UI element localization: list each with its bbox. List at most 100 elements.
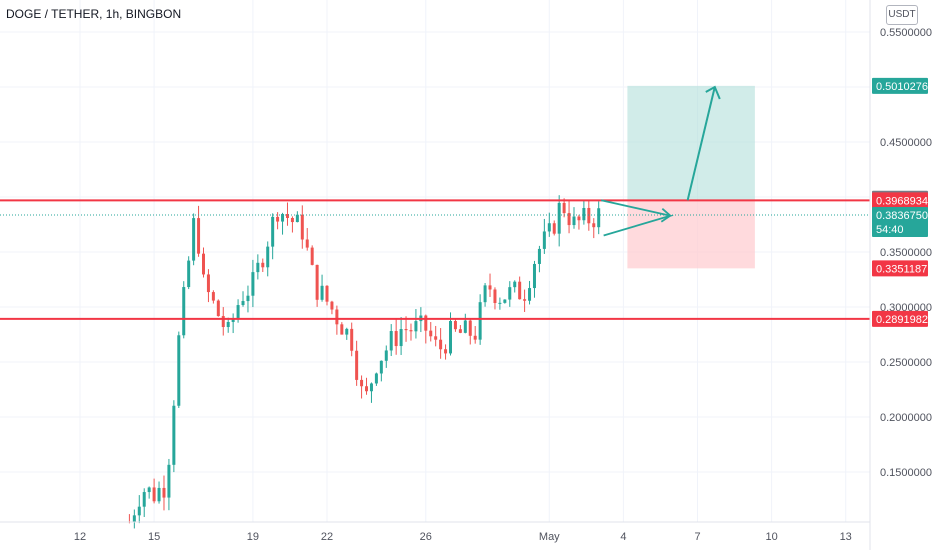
candle-body	[453, 321, 457, 330]
candle-body	[468, 320, 472, 336]
candle-body	[142, 492, 146, 507]
candle-body	[567, 213, 571, 226]
candle-body	[483, 285, 487, 303]
price-tag-label: 0.5010276	[876, 81, 928, 93]
candle-body	[177, 335, 181, 406]
candle-body	[365, 386, 369, 392]
x-tick-label: 13	[840, 531, 852, 543]
candle-body	[434, 336, 438, 340]
candle-body	[300, 214, 304, 240]
candle-body	[547, 223, 551, 232]
candle-body	[360, 379, 364, 387]
candle-body	[414, 321, 418, 332]
candle-body	[266, 246, 270, 268]
candle-body	[231, 319, 235, 322]
price-tag-label: 0.3836750	[876, 210, 928, 222]
candle-body	[528, 288, 532, 301]
candle-body	[281, 214, 285, 222]
x-tick-label: 12	[74, 531, 86, 543]
price-tag-label: 0.3351187	[876, 263, 927, 275]
candle-body	[192, 218, 196, 261]
candle-body	[330, 301, 334, 310]
candle-body	[444, 349, 448, 354]
y-tick-label: 0.2500000	[880, 357, 932, 369]
currency-button[interactable]: USDT	[886, 5, 918, 25]
candle-body	[167, 464, 171, 498]
candle-body	[513, 281, 517, 288]
candle-body	[498, 302, 502, 304]
candle-body	[152, 487, 156, 502]
price-tag-label: 0.3968934	[876, 195, 928, 207]
candle-body	[187, 260, 191, 288]
candle-body	[473, 335, 477, 340]
candle-body	[488, 285, 492, 290]
candle-body	[572, 216, 576, 226]
candle-body	[463, 320, 467, 333]
x-tick-label: 22	[321, 531, 333, 543]
y-tick-label: 0.1500000	[880, 467, 932, 479]
candle-body	[246, 295, 250, 302]
candle-body	[340, 324, 344, 335]
candle-body	[409, 330, 413, 332]
candle-body	[449, 321, 452, 354]
target-arrow	[686, 86, 716, 201]
drawings	[600, 85, 721, 237]
y-tick-label: 0.3500000	[880, 247, 932, 259]
candle-body	[226, 321, 230, 328]
candle-body	[424, 315, 428, 331]
candle-body	[439, 339, 443, 350]
candle-body	[221, 316, 225, 328]
price-tag-level	[872, 310, 928, 327]
horizontal-levels	[0, 199, 870, 320]
candle-body	[137, 506, 141, 516]
candle-body	[597, 208, 601, 228]
candle-body	[503, 299, 507, 303]
candle-body	[458, 329, 462, 333]
candle-body	[335, 309, 339, 325]
candle-body	[350, 328, 354, 351]
candle-body	[508, 287, 512, 300]
candle-body	[241, 301, 245, 306]
candle-body	[251, 272, 255, 296]
price-tag-label: 0.2891982	[876, 314, 928, 326]
y-tick-label: 0.2000000	[880, 412, 932, 424]
candle-body	[379, 360, 383, 374]
candle-body	[369, 383, 373, 392]
candle-body	[216, 300, 220, 317]
candle-body	[236, 305, 240, 320]
candle-body	[310, 247, 314, 265]
candle-body	[577, 216, 581, 221]
candle-body	[582, 207, 586, 221]
candle-body	[206, 274, 210, 293]
chart-grid	[0, 0, 870, 522]
candle-body	[305, 239, 309, 248]
x-tick-label: May	[539, 531, 560, 543]
candle-body	[285, 214, 289, 219]
candle-body	[162, 487, 166, 498]
price-axis: 0.55000000.45000000.35000000.30000000.25…	[880, 27, 932, 479]
x-tick-label: 4	[620, 531, 626, 543]
candle-body	[182, 287, 186, 336]
candle-body	[295, 214, 299, 223]
candle-body	[552, 223, 556, 234]
price-tag-stop	[872, 260, 928, 277]
x-tick-label: 26	[420, 531, 432, 543]
candle-body	[197, 218, 201, 254]
candle-body	[345, 328, 349, 335]
position-zones	[627, 85, 755, 269]
candle-body	[202, 253, 205, 275]
candle-body	[429, 330, 433, 337]
candle-body	[315, 264, 319, 300]
candle-body	[172, 405, 176, 465]
price-tag-last	[872, 206, 928, 237]
price-tag-target	[872, 77, 928, 94]
candle-body	[523, 299, 527, 301]
candle-body	[592, 223, 596, 228]
candle-body	[587, 207, 591, 224]
candle-body	[320, 285, 324, 300]
x-tick-label: 19	[247, 531, 259, 543]
candle-body	[276, 216, 280, 222]
candle-body	[493, 289, 497, 304]
y-tick-label: 0.5500000	[880, 27, 932, 39]
